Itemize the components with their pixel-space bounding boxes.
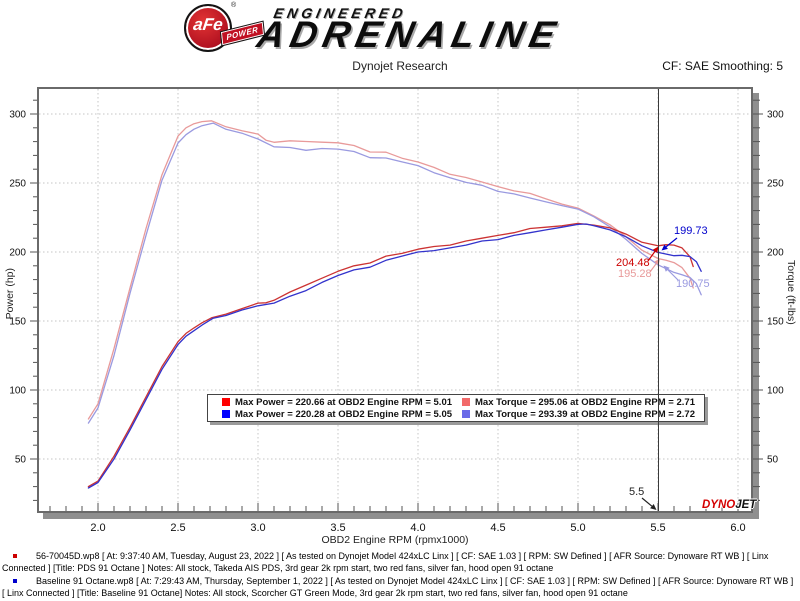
legend-item: Max Torque = 293.39 at OBD2 Engine RPM =… (462, 409, 704, 420)
cursor-value-power-blue: 199.73 (674, 225, 708, 237)
run-bullet-icon (13, 579, 17, 583)
afe-power-logo: aFe (184, 4, 232, 52)
svg-text:2.5: 2.5 (170, 522, 185, 534)
legend-item: Max Power = 220.66 at OBD2 Engine RPM = … (222, 397, 462, 408)
svg-text:250: 250 (767, 179, 784, 190)
legend-swatch-icon (462, 398, 470, 406)
legend-text: Max Torque = 295.06 at OBD2 Engine RPM =… (475, 396, 695, 408)
cursor-rpm-label: 5.5 (629, 486, 645, 498)
run-info-entry: 56-70045D.wp8 [ At: 9:37:40 AM, Tuesday,… (2, 551, 798, 574)
run-info-footer: 56-70045D.wp8 [ At: 9:37:40 AM, Tuesday,… (2, 551, 798, 601)
svg-text:150: 150 (767, 317, 784, 328)
svg-text:5.5: 5.5 (650, 522, 665, 534)
series-torque-pds-91-octane (87, 120, 694, 420)
legend-swatch-icon (222, 398, 230, 406)
svg-text:50: 50 (767, 455, 779, 466)
run-info-entry: Baseline 91 Octane.wp8 [ At: 7:29:43 AM,… (2, 576, 798, 599)
adrenaline-text: ADRENALINE (253, 14, 565, 55)
series-torque-baseline-91-octane (87, 122, 702, 424)
svg-text:300: 300 (767, 110, 784, 121)
cursor-line[interactable] (658, 89, 659, 511)
brand-logo: aFe ® POWER ENGINEERED ADRENALINE (0, 0, 800, 58)
legend-swatch-icon (462, 410, 470, 418)
cursor-value-torque-pink: 195.28 (618, 268, 652, 280)
series-power-baseline-91-octane (87, 223, 702, 489)
svg-text:3.5: 3.5 (330, 522, 345, 534)
cursor-value-power-red: 204.48 (616, 257, 650, 269)
svg-text:6.0: 6.0 (730, 522, 745, 534)
svg-text:250: 250 (9, 179, 26, 190)
svg-text:4.0: 4.0 (410, 522, 425, 534)
run-info-text: Baseline 91 Octane.wp8 [ At: 7:29:43 AM,… (2, 576, 794, 598)
svg-text:50: 50 (15, 455, 27, 466)
svg-text:100: 100 (9, 386, 26, 397)
cursor-value-torque-blue: 190.75 (676, 278, 710, 290)
svg-text:5.0: 5.0 (570, 522, 585, 534)
svg-text:200: 200 (9, 248, 26, 259)
dynojet-watermark-jet: JET (735, 499, 757, 511)
y-axis-label-power: Power (hp) (4, 268, 16, 320)
registered-mark-icon: ® (231, 2, 237, 9)
svg-text:4.5: 4.5 (490, 522, 505, 534)
legend-item: Max Torque = 295.06 at OBD2 Engine RPM =… (462, 397, 704, 408)
legend-item: Max Power = 220.28 at OBD2 Engine RPM = … (222, 409, 462, 420)
svg-text:300: 300 (9, 110, 26, 121)
legend-text: Max Power = 220.66 at OBD2 Engine RPM = … (235, 396, 453, 408)
dynojet-watermark-dyno: DYNO (702, 499, 736, 511)
legend-swatch-icon (222, 410, 230, 418)
dyno-subtitle: Dynojet Research (352, 59, 448, 73)
legend-box: Max Power = 220.66 at OBD2 Engine RPM = … (207, 394, 705, 422)
svg-text:2.0: 2.0 (90, 522, 105, 534)
svg-text:200: 200 (767, 248, 784, 259)
y-axis-label-torque: Torque (ft-lbs) (785, 260, 797, 325)
legend-text: Max Power = 220.28 at OBD2 Engine RPM = … (235, 408, 453, 420)
legend-text: Max Torque = 293.39 at OBD2 Engine RPM =… (475, 408, 695, 420)
svg-text:3.0: 3.0 (250, 522, 265, 534)
svg-text:100: 100 (767, 386, 784, 397)
series-power-pds-91-octane (87, 222, 694, 488)
dynojet-watermark: DYNOJET (702, 499, 757, 512)
smoothing-label: CF: SAE Smoothing: 5 (662, 59, 783, 73)
x-axis-label: OBD2 Engine RPM (rpmx1000) (321, 534, 469, 546)
run-bullet-icon (13, 554, 17, 558)
run-info-text: 56-70045D.wp8 [ At: 9:37:40 AM, Tuesday,… (2, 551, 769, 573)
